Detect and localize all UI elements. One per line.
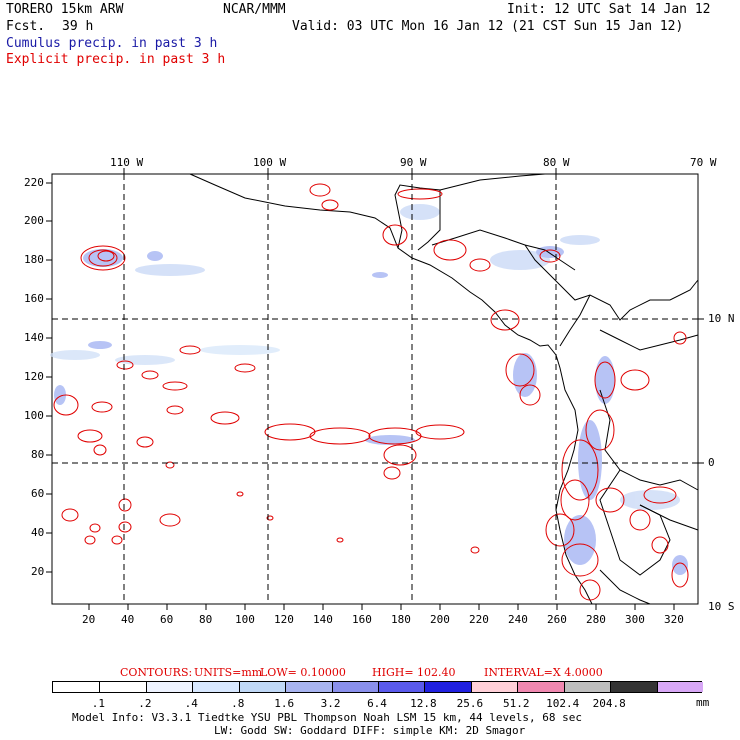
colorbar-cell <box>470 682 518 692</box>
colorbar-label: 6.4 <box>367 697 387 710</box>
colorbar-label: 12.8 <box>410 697 437 710</box>
y-tick-20: 20 <box>31 565 45 578</box>
lat-label-10n: 10 N <box>708 312 735 325</box>
colorbar-cell <box>517 682 564 692</box>
x-tick-280: 280 <box>586 613 606 626</box>
colorbar-label: 102.4 <box>546 697 580 710</box>
colorbar-cell <box>610 682 657 692</box>
colorbar-cell <box>424 682 471 692</box>
x-tick-40: 40 <box>121 613 135 626</box>
y-tick-120: 120 <box>24 370 44 383</box>
y-tick-80: 80 <box>31 448 45 461</box>
y-tick-160: 160 <box>24 292 44 305</box>
lat-lon-grid <box>52 174 698 604</box>
colorbar-label: 204.8 <box>592 697 626 710</box>
colorbar-label: .4 <box>184 697 198 710</box>
x-tick-60: 60 <box>160 613 174 626</box>
contour-units: UNITS=mm <box>194 666 263 679</box>
x-tick-200: 200 <box>430 613 450 626</box>
contour-label: CONTOURS: <box>120 666 193 679</box>
x-tick-320: 320 <box>664 613 684 626</box>
x-tick-260: 260 <box>547 613 567 626</box>
model-info-line1: Model Info: V3.3.1 Tiedtke YSU PBL Thomp… <box>72 711 582 724</box>
precip-colorbar <box>52 681 703 693</box>
x-tick-100: 100 <box>235 613 255 626</box>
x-tick-180: 180 <box>391 613 411 626</box>
y-tick-220: 220 <box>24 176 44 189</box>
colorbar-cell <box>285 682 332 692</box>
lat-label-10s: 10 S <box>708 600 735 613</box>
model-info-line2: LW: Godd SW: Goddard DIFF: simple KM: 2D… <box>214 724 526 737</box>
colorbar-label: .1 <box>91 697 106 710</box>
forecast-label: Fcst. <box>6 19 46 34</box>
model-name: TORERO 15km ARW <box>6 2 124 17</box>
colorbar-cell <box>99 682 146 692</box>
lat-label-0: 0 <box>708 456 715 469</box>
lon-label-80w: 80 W <box>543 156 570 169</box>
cumulus-precip-shading <box>50 204 688 575</box>
x-tick-300: 300 <box>625 613 645 626</box>
colorbar-cell <box>238 682 286 692</box>
x-tick-240: 240 <box>508 613 528 626</box>
contour-interval: INTERVAL=X 4.0000 <box>484 666 603 679</box>
y-tick-40: 40 <box>31 526 45 539</box>
x-tick-160: 160 <box>352 613 372 626</box>
forecast-hour: 39 h <box>62 19 94 34</box>
colorbar-label: 51.2 <box>503 697 530 710</box>
valid-time: Valid: 03 UTC Mon 16 Jan 12 (21 CST Sun … <box>292 19 684 34</box>
coastlines <box>189 173 699 605</box>
colorbar-cell <box>378 682 425 692</box>
colorbar-unit: mm <box>696 696 710 709</box>
colorbar-cell <box>331 682 378 692</box>
colorbar-label: .2 <box>138 697 152 710</box>
field-cumulus-title: Cumulus precip. in past 3 h <box>6 36 218 51</box>
organization: NCAR/MMM <box>223 2 286 17</box>
y-tick-100: 100 <box>24 409 44 422</box>
colorbar-label: 25.6 <box>456 697 484 710</box>
colorbar-cell <box>192 682 239 692</box>
lon-label-110w: 110 W <box>110 156 144 169</box>
colorbar-cell <box>656 682 703 692</box>
explicit-precip-contours <box>53 183 689 601</box>
colorbar-cell <box>53 682 100 692</box>
x-tick-220: 220 <box>469 613 489 626</box>
field-explicit-title: Explicit precip. in past 3 h <box>6 52 226 67</box>
colorbar-label: 1.6 <box>274 697 295 710</box>
x-tick-120: 120 <box>274 613 294 626</box>
y-tick-180: 180 <box>24 253 44 266</box>
colorbar-cell <box>145 682 193 692</box>
axis-ticks <box>46 168 704 610</box>
colorbar-label: 3.2 <box>320 697 341 710</box>
y-tick-140: 140 <box>24 331 44 344</box>
contour-low: LOW= 0.10000 <box>260 666 346 679</box>
colorbar-cell <box>563 682 611 692</box>
lon-label-100w: 100 W <box>253 156 287 169</box>
x-tick-140: 140 <box>313 613 333 626</box>
colorbar-label: .8 <box>231 697 245 710</box>
x-tick-20: 20 <box>82 613 96 626</box>
x-tick-80: 80 <box>199 613 213 626</box>
lon-label-90w: 90 W <box>400 156 427 169</box>
contour-high: HIGH= 102.40 <box>372 666 456 679</box>
init-time: Init: 12 UTC Sat 14 Jan 12 <box>507 2 711 17</box>
lon-label-70w: 70 W <box>690 156 717 169</box>
y-tick-60: 60 <box>31 487 45 500</box>
y-tick-200: 200 <box>24 214 44 227</box>
